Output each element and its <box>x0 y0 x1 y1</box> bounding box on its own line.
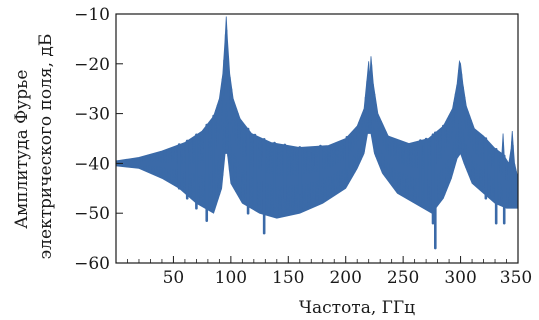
x-tick-label: 100 <box>215 268 247 288</box>
plot-frame <box>115 13 519 264</box>
y-tick-label: −60 <box>74 254 110 274</box>
y-tick-label: −20 <box>74 55 110 75</box>
x-tick-label: 50 <box>163 268 185 288</box>
y-axis-title: Амплитуда Фурье электрического поля, дБ <box>12 34 56 260</box>
y-tick-label: −10 <box>74 5 110 25</box>
x-tick-label: 200 <box>329 268 361 288</box>
x-tick-label: 150 <box>272 268 304 288</box>
x-axis-title: Частота, ГГц <box>299 298 415 318</box>
y-axis-title-line-1: Амплитуда Фурье <box>12 70 32 229</box>
tick-labels: 50 100 150 200 250 300 350 −10 −20 −30 −40 −50 −60 <box>74 5 532 288</box>
series-trace-0 <box>115 29 519 219</box>
x-tick-label: 250 <box>387 268 419 288</box>
plot-area <box>115 16 519 250</box>
tick-marks <box>116 13 519 264</box>
y-axis-title-line-2: электрического поля, дБ <box>36 34 56 260</box>
y-tick-label: −50 <box>74 204 110 224</box>
x-tick-label: 300 <box>444 268 476 288</box>
x-tick-label: 350 <box>500 268 532 288</box>
y-tick-label: −40 <box>74 154 110 174</box>
y-tick-label: −30 <box>74 105 110 125</box>
